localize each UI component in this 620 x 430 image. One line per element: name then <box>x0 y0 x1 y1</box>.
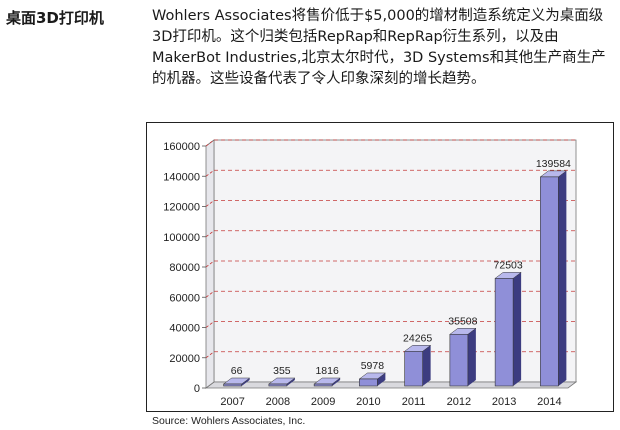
data-label: 1816 <box>315 365 339 377</box>
x-tick-label: 2008 <box>266 396 290 408</box>
y-tick-label: 140000 <box>163 171 200 183</box>
gridline-side <box>205 290 215 298</box>
bar <box>404 350 423 387</box>
source-note: Source: Wohlers Associates, Inc. <box>152 415 306 427</box>
x-tick-label: 2013 <box>492 396 516 408</box>
bar <box>313 383 333 387</box>
data-label: 5978 <box>361 360 385 372</box>
gridline-side <box>205 230 215 238</box>
y-tick-label: 120000 <box>163 202 200 214</box>
bar-side <box>558 170 567 386</box>
gridline-side <box>205 200 215 207</box>
bar <box>268 383 288 387</box>
gridline-side <box>205 260 215 268</box>
gridline-side <box>205 321 215 328</box>
y-tick-label: 80000 <box>169 262 200 274</box>
bar <box>494 278 514 387</box>
gridline-side <box>205 139 215 147</box>
intro-paragraph: Wohlers Associates将售价低于$5,000的增材制造系统定义为桌… <box>152 8 606 87</box>
x-tick-label: 2010 <box>356 396 380 408</box>
bar-side <box>422 345 431 386</box>
y-tick-label: 160000 <box>163 141 200 153</box>
bar <box>540 176 559 387</box>
x-tick-label: 2011 <box>402 396 426 408</box>
x-tick-label: 2009 <box>311 396 335 408</box>
bar-side <box>286 378 295 386</box>
x-tick-label: 2012 <box>447 396 471 408</box>
bar-side <box>467 328 476 386</box>
data-label: 24265 <box>403 332 432 344</box>
x-tick-label: 2007 <box>220 396 244 408</box>
bar <box>359 378 378 387</box>
x-tick-label: 2014 <box>537 396 561 408</box>
data-label: 355 <box>273 365 291 377</box>
plot-floor <box>204 381 578 389</box>
section-heading: 桌面3D打印机 <box>6 9 104 27</box>
bar <box>449 333 469 387</box>
gridline-side <box>205 169 215 177</box>
data-label: 35508 <box>448 315 477 327</box>
data-label: 139584 <box>536 158 571 170</box>
bar-side <box>377 372 386 386</box>
bar-side <box>332 378 341 386</box>
bar-side <box>513 272 522 386</box>
bar-chart: 0 20000 40000 60000 80000 100000 120000 140000 1… <box>146 122 614 412</box>
chart-frame: 0 20000 40000 60000 80000 100000 120000 140000 1… <box>146 122 614 412</box>
bar-side <box>241 378 250 386</box>
y-tick-label: 0 <box>194 383 200 395</box>
y-tick-label: 60000 <box>169 292 200 304</box>
bar <box>223 383 242 387</box>
data-label: 66 <box>231 365 243 377</box>
y-tick-label: 20000 <box>169 353 200 365</box>
y-tick-label: 100000 <box>163 232 200 244</box>
gridline-side <box>205 351 215 359</box>
y-tick-label: 40000 <box>169 323 200 335</box>
data-label: 72503 <box>494 259 523 271</box>
